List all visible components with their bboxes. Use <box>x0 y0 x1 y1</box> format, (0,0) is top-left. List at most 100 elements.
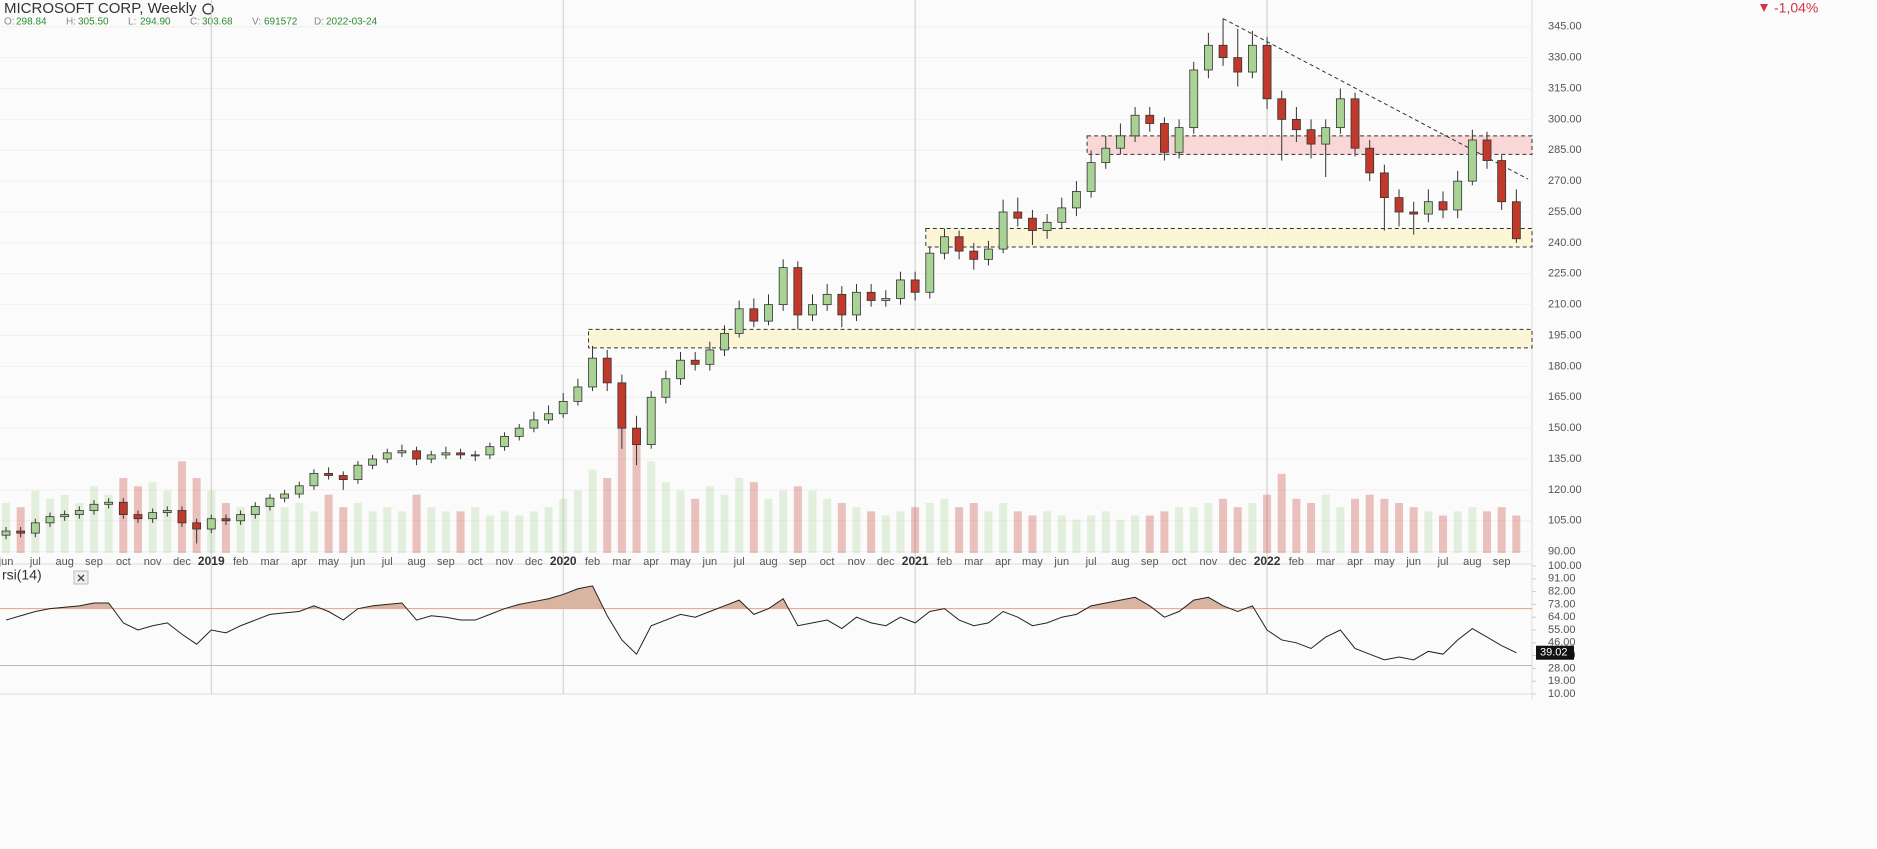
candle <box>778 259 788 311</box>
candle-body <box>1116 135 1125 149</box>
volume-bar <box>265 498 274 553</box>
volume-bar <box>1145 515 1154 553</box>
candle <box>1233 28 1243 87</box>
candle <box>529 411 539 433</box>
candle <box>896 271 905 305</box>
candle-body <box>1423 201 1433 215</box>
candle-body <box>148 512 158 520</box>
candle <box>676 351 685 385</box>
candle <box>192 518 202 544</box>
candle-body <box>676 359 685 380</box>
y-tick-label: 105.00 <box>1548 515 1582 527</box>
volume-bar <box>779 490 788 553</box>
rsi-tick-label: 46.00 <box>1548 637 1576 649</box>
volume-bar <box>1497 507 1506 553</box>
x-tick-label: jul <box>1085 556 1097 568</box>
volume-bar <box>661 482 670 553</box>
volume-bar <box>1409 507 1418 553</box>
trendline <box>1222 18 1529 180</box>
volume-bar <box>471 507 480 553</box>
header-label: V: <box>252 17 261 28</box>
y-tick-label: 270.00 <box>1548 175 1582 187</box>
volume-bar <box>75 503 84 553</box>
x-tick-label: dec <box>173 556 191 568</box>
candle <box>705 341 715 371</box>
candle <box>1189 61 1199 134</box>
candle <box>1204 32 1213 79</box>
clock-icon <box>202 3 214 15</box>
volume-bar <box>676 490 685 553</box>
x-tick-label: 2022 <box>1254 554 1281 568</box>
candle-body <box>705 349 715 365</box>
candle-body <box>1204 44 1213 71</box>
candle-body <box>837 293 847 316</box>
x-tick-label: jun <box>1405 556 1421 568</box>
candle-body <box>1262 44 1272 100</box>
volume-bar <box>837 503 846 553</box>
volume-bar <box>104 494 113 553</box>
candle-body <box>1365 147 1375 174</box>
change-arrow <box>1760 4 1768 12</box>
candle-body <box>470 454 480 457</box>
candle <box>646 391 656 449</box>
candle <box>16 526 26 538</box>
candle <box>910 271 920 301</box>
x-tick-label: aug <box>1111 556 1129 568</box>
zone <box>925 227 1533 248</box>
volume-bar <box>236 507 245 553</box>
chart-title: MICROSOFT CORP, Weekly <box>4 0 197 17</box>
candle-body <box>397 450 407 454</box>
volume-bar <box>1087 515 1096 553</box>
y-tick-label: 225.00 <box>1548 268 1582 280</box>
candle <box>324 467 333 480</box>
candle <box>954 230 964 260</box>
candle-body <box>1247 44 1257 73</box>
candle <box>1262 37 1272 110</box>
header-label: L: <box>128 17 136 28</box>
candle-body <box>500 435 509 448</box>
candle-body <box>485 446 495 456</box>
volume-bar <box>1175 507 1184 553</box>
candle-body <box>16 530 26 534</box>
candle-body <box>573 386 583 402</box>
y-tick-label: 150.00 <box>1548 422 1582 434</box>
x-tick-label: 2021 <box>902 554 929 568</box>
candle-body <box>1028 217 1037 231</box>
x-tick-label: apr <box>1347 556 1363 568</box>
candle <box>632 415 641 466</box>
x-tick-label: jun <box>0 556 13 568</box>
candle <box>30 518 40 538</box>
header-value: 305.50 <box>78 17 109 28</box>
close-icon[interactable] <box>77 574 85 582</box>
x-tick-label: nov <box>1200 556 1218 568</box>
volume-bar <box>456 511 465 553</box>
candle <box>837 286 847 328</box>
volume-bar <box>852 507 861 553</box>
candle <box>294 481 304 499</box>
candle-body <box>1086 162 1096 192</box>
candle-body <box>1321 127 1331 145</box>
volume-bar <box>1219 498 1228 553</box>
x-tick-label: mar <box>612 556 631 568</box>
volume-bar <box>1307 503 1316 553</box>
candle <box>720 325 729 357</box>
x-tick-label: aug <box>759 556 777 568</box>
candle-body <box>265 497 275 507</box>
candle <box>382 448 392 464</box>
candle <box>925 247 935 299</box>
rsi-tick-label: 100.00 <box>1548 560 1582 572</box>
y-tick-label: 240.00 <box>1548 237 1582 249</box>
candle-body <box>1160 123 1169 153</box>
candle <box>1394 189 1404 227</box>
x-tick-label: 2020 <box>550 554 577 568</box>
header-value: 294.90 <box>140 17 171 28</box>
y-tick-label: 285.00 <box>1548 144 1582 156</box>
x-tick-label: dec <box>525 556 543 568</box>
candle-body <box>74 510 84 515</box>
candle-body <box>544 413 553 421</box>
candle-body <box>881 298 891 301</box>
candle-body <box>45 516 55 524</box>
header-label: D: <box>314 17 324 28</box>
header-label: H: <box>66 17 76 28</box>
candle <box>1291 107 1301 143</box>
